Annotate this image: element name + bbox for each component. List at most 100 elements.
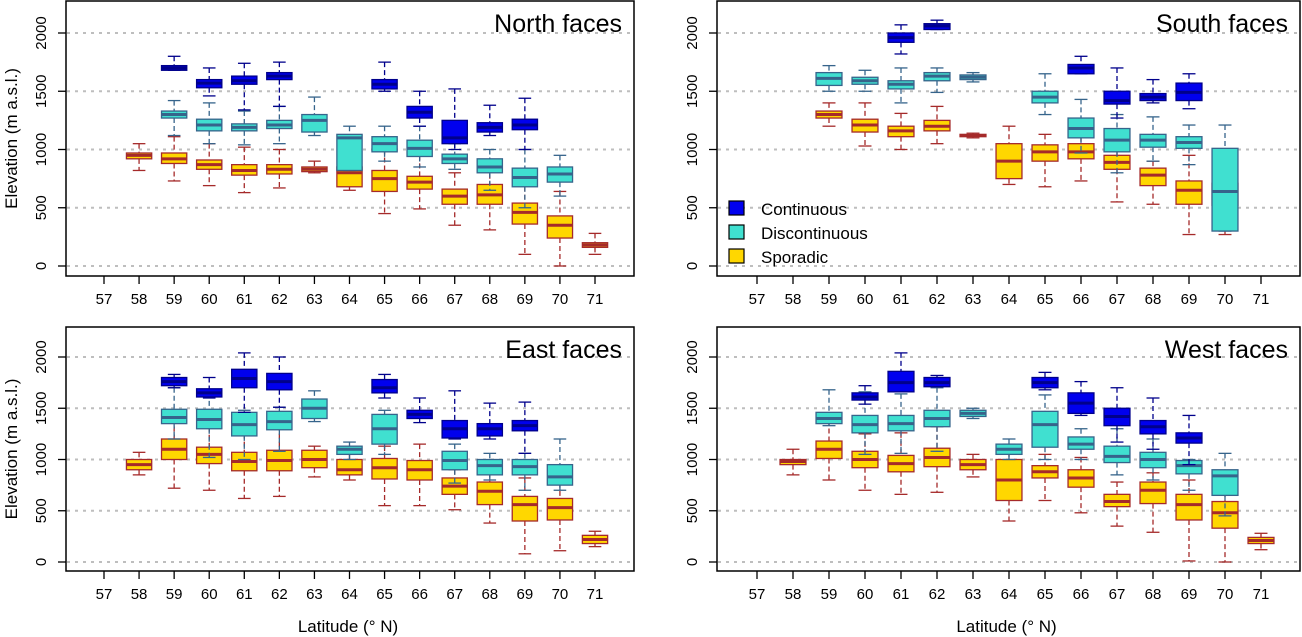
- box-discontinuous: [959, 407, 987, 420]
- box-iqr: [301, 113, 328, 133]
- box-continuous: [160, 373, 188, 389]
- x-tick-label: 69: [517, 291, 534, 308]
- box-continuous: [231, 62, 258, 111]
- legend-swatch: [728, 224, 745, 240]
- box-sporadic: [441, 172, 468, 226]
- box-iqr: [476, 481, 504, 506]
- x-tick-label: 66: [1073, 586, 1090, 603]
- y-tick-label: 500: [684, 195, 701, 220]
- box-sporadic: [406, 443, 433, 507]
- x-tick-label: 71: [587, 586, 604, 603]
- box-continuous: [266, 61, 293, 108]
- box-sporadic: [301, 445, 328, 478]
- x-tick-label: 69: [517, 586, 534, 603]
- x-tick-label: 70: [552, 291, 569, 308]
- box-sporadic: [125, 451, 153, 476]
- box-continuous: [231, 352, 258, 414]
- x-tick-label: 64: [1001, 291, 1018, 308]
- box-continuous: [923, 19, 951, 31]
- box-iqr: [336, 133, 363, 172]
- x-tick-label: 65: [376, 586, 393, 603]
- x-tick-label: 70: [552, 586, 569, 603]
- box-discontinuous: [1211, 452, 1239, 517]
- box-discontinuous: [887, 67, 915, 104]
- x-tick-label: 66: [411, 291, 428, 308]
- box-iqr: [1103, 90, 1131, 105]
- x-tick-label: 62: [929, 586, 946, 603]
- box-sporadic: [301, 160, 328, 174]
- box-iqr: [1175, 493, 1203, 521]
- box-iqr: [336, 458, 363, 476]
- x-tick-label: 60: [201, 291, 218, 308]
- x-tick-label: 71: [1253, 586, 1270, 603]
- box-discontinuous: [815, 64, 843, 92]
- x-tick-label: 69: [1181, 586, 1198, 603]
- x-tick-label: 62: [929, 291, 946, 308]
- y-tick-label: 1000: [33, 133, 50, 166]
- box-continuous: [441, 88, 468, 151]
- y-tick-label: 0: [33, 558, 50, 566]
- x-tick-label: 58: [785, 586, 802, 603]
- box-sporadic: [266, 148, 293, 189]
- x-tick-label: 61: [893, 586, 910, 603]
- box-sporadic: [581, 530, 609, 548]
- x-tick-label: 67: [446, 586, 463, 603]
- box-discontinuous: [923, 387, 951, 452]
- legend-label: Sporadic: [761, 248, 829, 267]
- box-discontinuous: [1103, 113, 1131, 174]
- box-continuous: [195, 67, 223, 97]
- box-sporadic: [959, 132, 987, 139]
- box-iqr: [441, 119, 468, 145]
- y-tick-label: 2000: [33, 340, 50, 373]
- box-discontinuous: [815, 389, 843, 427]
- y-tick-label: 1500: [684, 75, 701, 108]
- box-discontinuous: [195, 102, 223, 145]
- box-sporadic: [581, 232, 609, 256]
- box-discontinuous: [231, 110, 258, 146]
- box-sporadic: [779, 448, 807, 476]
- box-continuous: [923, 374, 951, 388]
- box-iqr: [546, 497, 574, 521]
- box-continuous: [160, 55, 188, 71]
- box-discontinuous: [1031, 73, 1059, 116]
- box-continuous: [1031, 371, 1059, 391]
- box-continuous: [511, 97, 539, 151]
- legend-item-continuous: Continuous: [728, 200, 847, 219]
- box-discontinuous: [301, 390, 328, 423]
- box-iqr: [546, 463, 574, 486]
- box-iqr: [1103, 445, 1131, 464]
- box-discontinuous: [1211, 124, 1239, 232]
- box-sporadic: [995, 125, 1023, 186]
- box-sporadic: [441, 469, 468, 511]
- box-discontinuous: [266, 406, 293, 452]
- box-sporadic: [1103, 481, 1131, 527]
- box-iqr: [511, 495, 539, 522]
- x-tick-label: 58: [785, 291, 802, 308]
- x-tick-label: 60: [857, 291, 874, 308]
- legend-item-sporadic: Sporadic: [728, 248, 829, 267]
- box-discontinuous: [851, 69, 879, 92]
- box-sporadic: [371, 148, 398, 215]
- x-tick-label: 62: [271, 586, 288, 603]
- legend-label: Discontinuous: [761, 224, 868, 243]
- box-continuous: [1067, 380, 1095, 417]
- y-tick-label: 1000: [684, 443, 701, 476]
- box-continuous: [441, 390, 468, 440]
- box-continuous: [1103, 387, 1131, 443]
- box-sporadic: [231, 425, 258, 500]
- x-tick-label: 60: [201, 586, 218, 603]
- x-tick-label: 66: [411, 586, 428, 603]
- panel-title: West faces: [1165, 336, 1288, 364]
- box-sporadic: [851, 433, 879, 491]
- x-tick-label: 66: [1073, 291, 1090, 308]
- box-sporadic: [160, 417, 188, 489]
- x-tick-label: 67: [1109, 291, 1126, 308]
- box-continuous: [1067, 55, 1095, 75]
- box-continuous: [1103, 67, 1131, 119]
- x-tick-label: 64: [341, 291, 358, 308]
- panel-west-faces: 0 500 1000 1500 2000 57 58 59 60 61 62 63 64 65 66 67 68…: [684, 326, 1301, 636]
- box-sporadic: [125, 143, 153, 172]
- box-discontinuous: [887, 393, 915, 455]
- box-discontinuous: [160, 99, 188, 137]
